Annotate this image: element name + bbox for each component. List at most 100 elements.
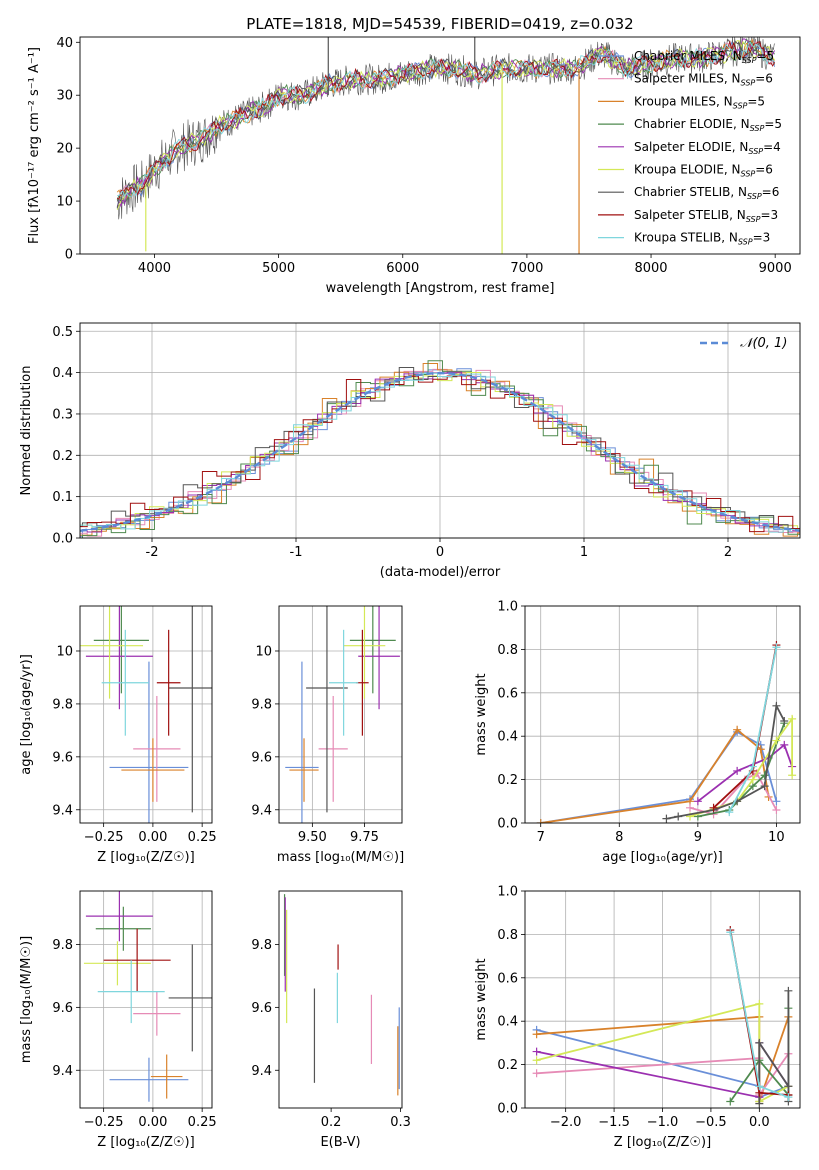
plot-area [536,641,797,823]
panel-residuals: -2 -1 0 1 2 0.0 0.1 0.2 0.3 0.4 0.5 (data-model)/er… [19,322,801,580]
x-axis-label: Z [log₁₀(Z/Z☉)] [97,1135,194,1150]
panel-spectrum: 4000 5000 6000 7000 8000 9000 0 10 20 30 40 wavelen… [27,36,801,296]
y-axis-label: mass weight [474,673,489,755]
x-tick-label: 0.0 [749,1115,770,1130]
y-tick-label: 40 [56,36,73,51]
weight-marker [755,1038,764,1047]
errorbar-salpeter-elodie [85,606,153,710]
x-axis-label: mass [log₁₀(M/M☉)] [277,850,404,865]
y-axis-label: mass [log₁₀(M/M☉)] [19,936,34,1063]
y-tick-label: 0.4 [497,1015,518,1030]
weight-marker [532,1047,541,1056]
x-axis-label: wavelength [Angstrom, rest frame] [326,281,555,296]
y-tick-label: 9.8 [251,697,272,712]
y-tick-label: 0.1 [52,490,73,505]
weight-marker [733,725,742,734]
errorbar-salpeter-stelib [103,928,171,992]
histogram-kroupa-miles [80,362,800,537]
legend-entry: Salpeter STELIB, NSSP=3 [634,208,778,224]
y-tick-label: 0.6 [497,686,518,701]
y-tick-label: 0.4 [52,366,73,381]
weight-marker [748,762,757,771]
spectrum-model-kroupa-stelib [117,41,775,198]
y-tick-label: 9.4 [251,1064,272,1079]
y-tick-label: 9.8 [251,938,272,953]
axes-frame [79,890,213,1109]
y-tick-label: 0.2 [497,773,518,788]
y-tick-label: 9.4 [251,803,272,818]
x-tick-label: 9.75 [350,830,379,845]
weight-marker [772,805,781,814]
errorbar-salpeter-elodie [358,606,400,710]
x-tick-label: 0.00 [138,1115,167,1130]
spectrum-model-salpeter-stelib [116,40,776,200]
panel-weight-vs-age: 7 8 9 10 0.0 0.2 0.4 0.6 0.8 1.0 age [log₁₀(age/yr… [474,600,801,865]
spectrum-model-salpeter-elodie [116,38,776,208]
x-tick-label: 9000 [759,261,792,276]
histogram-kroupa-elodie [80,372,800,530]
y-tick-label: 10 [255,644,272,659]
errorbar-kroupa-stelib [101,629,149,736]
plot-area [285,606,400,823]
y-tick-label: 0.3 [52,407,73,422]
y-tick-label: 0.2 [52,449,73,464]
axes-frame [278,890,403,1109]
x-tick-label: −0.25 [84,1115,124,1130]
errorbar-chabrier-elodie [95,906,151,951]
panel-mass-vs-Z: −0.25 0.00 0.25 9.4 9.6 9.8 Z [log₁₀(Z/Z☉)] mas… [19,890,217,1150]
weight-marker [532,1069,541,1078]
errorbar-chabrier-stelib [306,606,348,813]
plot-area [80,360,800,538]
legend-entry: Kroupa ELODIE, NSSP=6 [634,163,773,179]
panel-age-vs-Z: −0.25 0.00 0.25 9.4 9.6 9.8 10 Z [log₁₀(Z/Z☉)] a… [19,605,217,865]
weight-marker [784,986,793,995]
axes-frame [79,36,801,255]
errorbar-kroupa-stelib [329,629,359,736]
errorbar-chabrier-elodie [349,606,396,694]
weight-marker [772,797,781,806]
weight-marker [674,812,683,821]
y-tick-label: 9.4 [52,803,73,818]
x-tick-label: 0.2 [321,1115,342,1130]
x-tick-label: 8 [615,830,623,845]
plot-area [83,891,212,1102]
x-tick-label: 7 [537,830,545,845]
x-tick-label: 0.25 [188,1115,217,1130]
legend-entry: 𝒩(0, 1) [740,336,787,351]
x-tick-label: 0.25 [188,830,217,845]
x-axis-label: Z [log₁₀(Z/Z☉)] [97,850,194,865]
y-tick-label: 0.8 [497,643,518,658]
x-tick-label: 4000 [138,261,171,276]
errorbar-chabrier-miles [109,1057,189,1102]
weight-marker [748,775,757,784]
weight-marker [788,771,797,780]
y-tick-label: 30 [56,89,73,104]
y-tick-label: 0.0 [497,817,518,832]
x-axis-label: E(B-V) [320,1135,360,1150]
errorbar-kroupa-elodie [343,606,386,699]
weight-marker [726,928,735,937]
x-tick-label: 10 [768,830,785,845]
errorbar-kroupa-miles [150,1054,183,1099]
x-tick-label: 0.3 [390,1115,411,1130]
weight-marker [725,808,734,817]
panel-age-vs-mass: 9.50 9.75 9.4 9.6 9.8 10 mass [log₁₀(M/M☉)] [251,605,404,865]
weight-marker [784,1093,793,1102]
x-tick-label: 0.00 [138,830,167,845]
y-tick-label: 9.4 [52,1064,73,1079]
x-tick-label: −0.25 [84,830,124,845]
y-tick-label: 9.6 [251,750,272,765]
y-tick-label: 0.5 [52,325,73,340]
plot-area [116,37,776,254]
weight-marker [532,1030,541,1039]
y-tick-label: 0.0 [497,1102,518,1117]
y-tick-label: 9.6 [52,1001,73,1016]
errorbar-kroupa-miles [289,738,319,802]
x-tick-label: 9.50 [298,830,327,845]
axes-frame [79,605,213,824]
plot-area [283,894,400,1096]
errorbar-kroupa-elodie [83,941,151,986]
x-tick-label: −2.0 [550,1115,582,1130]
x-axis-label: age [log₁₀(age/yr)] [602,850,723,865]
y-tick-label: 9.6 [52,750,73,765]
